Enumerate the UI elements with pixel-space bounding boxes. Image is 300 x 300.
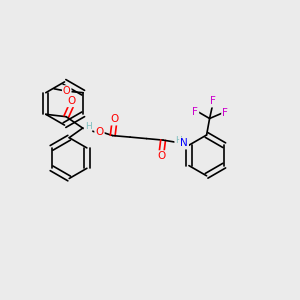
Text: O: O xyxy=(63,86,70,96)
Text: O: O xyxy=(95,127,104,137)
Text: O: O xyxy=(158,151,166,161)
Text: H: H xyxy=(175,136,182,145)
Text: F: F xyxy=(222,108,228,118)
Text: O: O xyxy=(110,114,118,124)
Text: N: N xyxy=(180,138,188,148)
Text: F: F xyxy=(192,107,198,117)
Text: O: O xyxy=(68,96,76,106)
Text: H: H xyxy=(85,122,92,131)
Text: F: F xyxy=(210,96,215,106)
